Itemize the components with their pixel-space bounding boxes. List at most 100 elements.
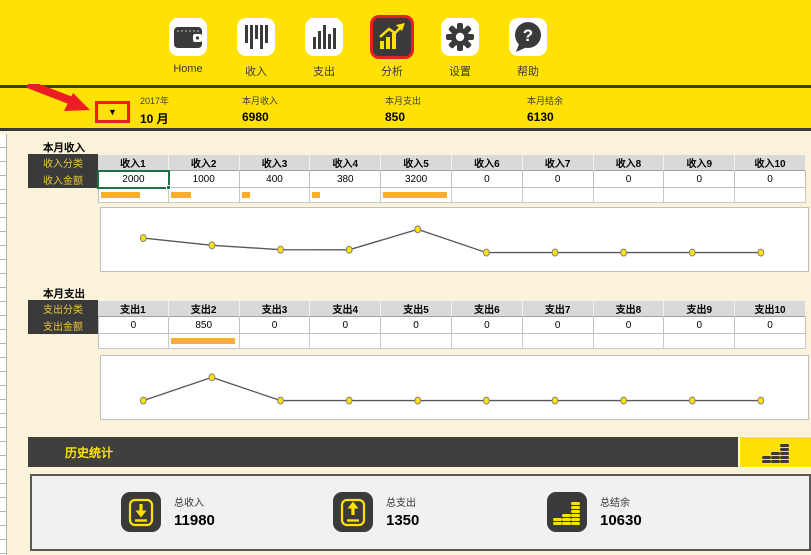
amount-cell[interactable]: 0 xyxy=(593,171,665,188)
databar-cell[interactable] xyxy=(381,334,452,349)
nav-item-income[interactable]: 收入 xyxy=(234,18,278,79)
nav-label: Home xyxy=(173,63,203,75)
amount-cell[interactable]: 1000 xyxy=(168,171,240,188)
databar-cell[interactable] xyxy=(593,188,665,203)
databar-cell[interactable] xyxy=(239,334,311,349)
databar-cell[interactable] xyxy=(310,334,382,349)
category-header-cell[interactable]: 收入1 xyxy=(98,154,169,171)
amount-cell[interactable]: 2000 xyxy=(97,170,171,190)
category-header-cell[interactable]: 支出4 xyxy=(310,300,382,317)
chart-data-point xyxy=(757,396,765,405)
category-header-cell[interactable]: 收入4 xyxy=(310,154,382,171)
amount-cell[interactable]: 0 xyxy=(735,171,806,188)
chart-data-point xyxy=(139,234,147,243)
databar-cell[interactable] xyxy=(98,334,169,349)
databar-cell[interactable] xyxy=(451,334,523,349)
chart-data-point xyxy=(551,396,559,405)
total-expense-card: 总支出 1350 xyxy=(333,492,419,532)
category-header-cell[interactable]: 支出8 xyxy=(593,300,665,317)
amount-cell[interactable]: 0 xyxy=(98,317,169,334)
month-dropdown[interactable]: ▼ xyxy=(95,101,130,123)
nav-label: 帮助 xyxy=(517,66,539,78)
databar-cell[interactable] xyxy=(451,188,523,203)
category-header-cell[interactable]: 支出1 xyxy=(98,300,169,317)
chevron-down-icon: ▼ xyxy=(108,107,117,117)
month-expense-stat: 本月支出 850 xyxy=(385,94,421,124)
category-header-cell[interactable]: 收入10 xyxy=(735,154,806,171)
amount-cell[interactable]: 0 xyxy=(310,317,382,334)
total-income-card: 总收入 11980 xyxy=(121,492,215,532)
amount-cell[interactable]: 400 xyxy=(239,171,311,188)
stat-value: 6980 xyxy=(242,110,269,124)
category-header-cell[interactable]: 收入6 xyxy=(451,154,523,171)
databar-cell[interactable] xyxy=(98,188,169,203)
amount-cell[interactable]: 0 xyxy=(239,317,311,334)
nav-item-help[interactable]: ? 帮助 xyxy=(506,18,550,79)
amount-cell[interactable]: 3200 xyxy=(381,171,452,188)
total-balance-card: 总结余 10630 xyxy=(547,492,642,532)
nav-item-expense[interactable]: 支出 xyxy=(302,18,346,79)
nav-items: Home 收入 xyxy=(166,18,550,79)
history-title: 历史统计 xyxy=(65,445,114,460)
category-header-cell[interactable]: 支出2 xyxy=(168,300,240,317)
databar-cell[interactable] xyxy=(239,188,311,203)
chart-data-point xyxy=(482,248,490,257)
databar-cell[interactable] xyxy=(664,188,736,203)
category-header-cell[interactable]: 支出7 xyxy=(522,300,594,317)
income-line-chart xyxy=(100,207,809,272)
databar-cell[interactable] xyxy=(593,334,665,349)
total-label: 总收入 xyxy=(174,498,204,509)
databar-cell[interactable] xyxy=(522,334,594,349)
stat-label: 本月支出 xyxy=(385,96,422,106)
amount-cell[interactable]: 0 xyxy=(664,171,736,188)
category-header-cell[interactable]: 支出9 xyxy=(664,300,736,317)
chart-data-point xyxy=(620,248,628,257)
chart-data-point xyxy=(208,373,216,382)
category-header-cell[interactable]: 收入3 xyxy=(239,154,311,171)
databar-cell[interactable] xyxy=(522,188,594,203)
category-header-cell[interactable]: 收入9 xyxy=(664,154,736,171)
nav-item-home[interactable]: Home xyxy=(166,18,210,79)
nav-item-analysis[interactable]: 分析 xyxy=(370,18,414,79)
amount-cell[interactable]: 0 xyxy=(381,317,452,334)
row-label-cell[interactable]: 支出分类 xyxy=(28,300,98,317)
history-coins-button[interactable] xyxy=(740,437,811,467)
category-header-cell[interactable]: 收入8 xyxy=(593,154,665,171)
databar-cell[interactable] xyxy=(310,188,382,203)
databar xyxy=(170,338,235,344)
amount-cell[interactable]: 0 xyxy=(451,171,523,188)
amount-cell[interactable]: 380 xyxy=(310,171,382,188)
category-header-cell[interactable]: 支出10 xyxy=(735,300,806,317)
databar-cell[interactable] xyxy=(735,188,806,203)
nav-item-settings[interactable]: 设置 xyxy=(438,18,482,79)
chart-data-point xyxy=(620,396,628,405)
top-navigation: Home 收入 xyxy=(0,0,811,88)
category-header-cell[interactable]: 收入7 xyxy=(522,154,594,171)
category-header-cell[interactable]: 收入5 xyxy=(381,154,452,171)
databar-cell[interactable] xyxy=(168,188,240,203)
category-header-cell[interactable]: 收入2 xyxy=(168,154,240,171)
expense-table: 支出分类 支出1 支出2 支出3 支出4 支出5 支出6 支出7 支出8 支出9 支出10 支出金额 0… xyxy=(28,300,806,349)
stat-label: 本月收入 xyxy=(242,96,279,106)
databar-cell[interactable] xyxy=(664,334,736,349)
amount-cell[interactable]: 0 xyxy=(522,171,594,188)
databar-cell[interactable] xyxy=(168,334,240,349)
databar-cell[interactable] xyxy=(735,334,806,349)
category-header-cell[interactable]: 支出3 xyxy=(239,300,311,317)
amount-cell[interactable]: 0 xyxy=(735,317,806,334)
amount-cell[interactable]: 0 xyxy=(522,317,594,334)
amount-cell[interactable]: 0 xyxy=(664,317,736,334)
row-label-cell[interactable]: 收入金额 xyxy=(28,171,98,188)
category-header-cell[interactable]: 支出5 xyxy=(381,300,452,317)
databar-cell[interactable] xyxy=(381,188,452,203)
amount-cell[interactable]: 0 xyxy=(593,317,665,334)
income-barcode-icon xyxy=(237,18,275,56)
category-header-cell[interactable]: 支出6 xyxy=(451,300,523,317)
databar-row-spacer xyxy=(28,188,98,203)
selection-handle[interactable] xyxy=(165,185,171,190)
row-label-cell[interactable]: 收入分类 xyxy=(28,154,98,171)
amount-cell[interactable]: 850 xyxy=(168,317,240,334)
row-label-cell[interactable]: 支出金额 xyxy=(28,317,98,334)
amount-cell[interactable]: 0 xyxy=(451,317,523,334)
chart-series-line xyxy=(143,376,761,402)
